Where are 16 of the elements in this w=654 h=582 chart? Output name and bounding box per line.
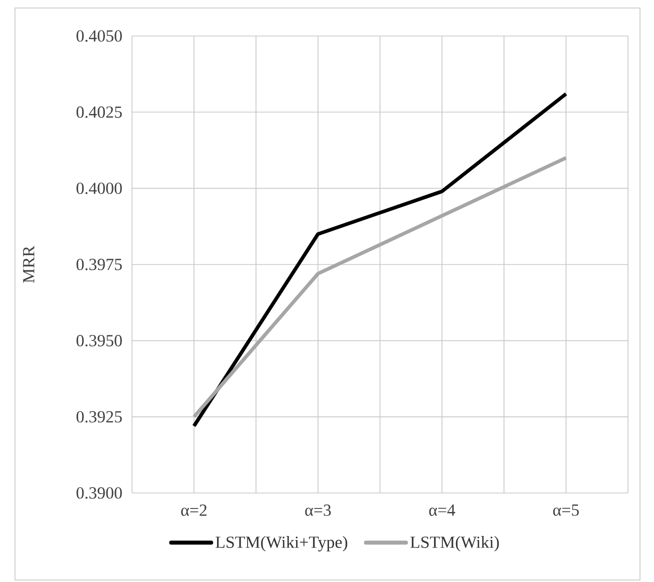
y-axis-title: MRR xyxy=(23,246,34,283)
line-series xyxy=(192,92,568,428)
x-tick-label: α=2 xyxy=(181,504,207,516)
y-tick-label: 0.3975 xyxy=(76,258,122,270)
y-tick-label: 0.3900 xyxy=(76,487,122,499)
x-tick-label: α=3 xyxy=(305,504,331,516)
x-tick-label: α=5 xyxy=(553,504,579,516)
y-tick-label: 0.3950 xyxy=(76,334,122,346)
x-tick-label: α=4 xyxy=(429,504,456,516)
legend-label: LSTM(Wiki+Type) xyxy=(216,536,348,552)
legend-label: LSTM(Wiki) xyxy=(410,536,499,552)
y-tick-label: 0.4025 xyxy=(76,106,122,118)
line-series xyxy=(192,156,568,419)
y-tick-label: 0.4000 xyxy=(76,182,122,194)
y-tick-label: 0.4050 xyxy=(76,30,122,42)
y-tick-label: 0.3925 xyxy=(76,411,122,423)
